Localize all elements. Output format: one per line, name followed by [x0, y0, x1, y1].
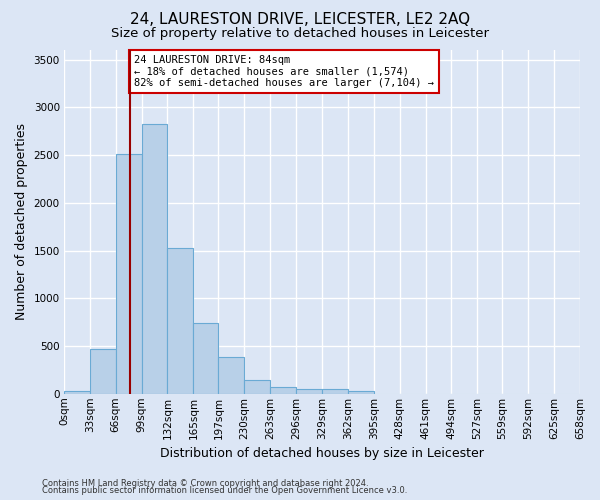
Bar [142, 124, 167, 394]
Bar [64, 392, 90, 394]
Bar [244, 380, 270, 394]
Bar [270, 386, 296, 394]
Text: Size of property relative to detached houses in Leicester: Size of property relative to detached ho… [111, 28, 489, 40]
Text: 24, LAURESTON DRIVE, LEICESTER, LE2 2AQ: 24, LAURESTON DRIVE, LEICESTER, LE2 2AQ [130, 12, 470, 28]
Text: Contains public sector information licensed under the Open Government Licence v3: Contains public sector information licen… [42, 486, 407, 495]
Bar [348, 392, 374, 394]
Text: Contains HM Land Registry data © Crown copyright and database right 2024.: Contains HM Land Registry data © Crown c… [42, 478, 368, 488]
Bar [116, 154, 142, 394]
Bar [193, 322, 218, 394]
X-axis label: Distribution of detached houses by size in Leicester: Distribution of detached houses by size … [160, 447, 484, 460]
Bar [167, 248, 193, 394]
Bar [296, 388, 322, 394]
Bar [218, 356, 244, 394]
Text: 24 LAURESTON DRIVE: 84sqm
← 18% of detached houses are smaller (1,574)
82% of se: 24 LAURESTON DRIVE: 84sqm ← 18% of detac… [134, 55, 434, 88]
Y-axis label: Number of detached properties: Number of detached properties [15, 124, 28, 320]
Bar [90, 349, 116, 394]
Bar [322, 388, 348, 394]
